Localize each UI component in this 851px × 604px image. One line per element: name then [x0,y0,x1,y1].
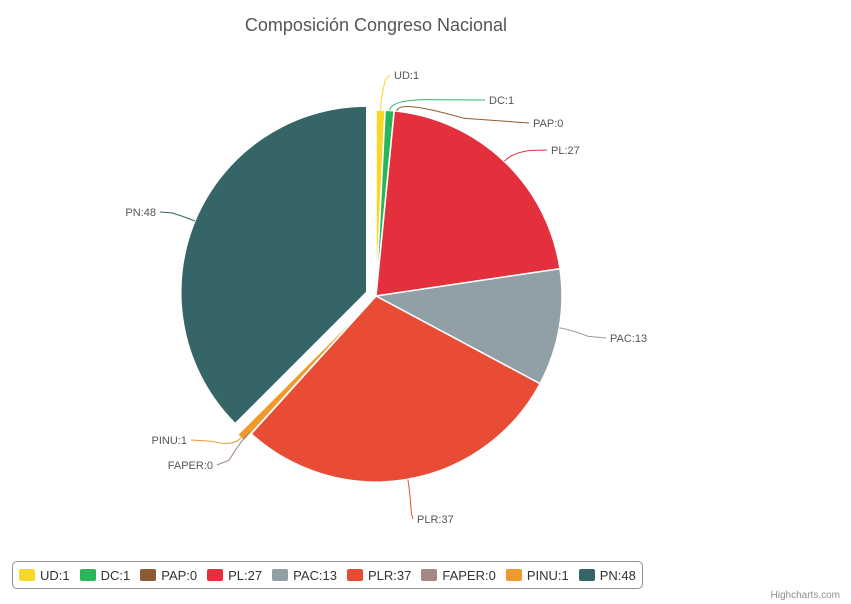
legend-symbol [207,569,224,581]
connector-pac [559,327,607,339]
legend-item-faper[interactable]: FAPER:0 [421,567,496,583]
pie-slices [180,105,563,483]
data-label-faper: FAPER:0 [168,460,213,472]
legend-symbol [505,569,522,581]
connector-ud [380,74,391,111]
connector-pn [159,211,196,222]
legend-label: DC:1 [100,567,131,583]
data-label-pinu: PINU:1 [152,435,187,447]
pie-slice-plr[interactable] [250,295,542,483]
data-label-pn: PN:48 [125,207,156,219]
chart-title: Composición Congreso Nacional [245,15,507,35]
legend-symbol [272,569,289,581]
pie-slice-pl[interactable] [375,110,561,297]
legend-label: PAP:0 [161,567,198,583]
chart-legend: UD:1 DC:1 PAP:0 PL:27 PAC:13 PLR:37 FAPER:0 PIN… [12,561,643,589]
pie-slice-pn[interactable] [180,105,368,425]
legend-symbol [19,569,35,581]
connector-pl [503,149,548,162]
data-labels: UD:1 DC:1 PAP:0 PL:27 PAC:13 PLR:37 FAPER:0 PIN… [125,70,647,526]
data-label-plr: PLR:37 [417,514,454,526]
legend-label: PLR:37 [367,567,412,583]
data-label-ud: UD:1 [394,70,419,82]
pie-slice-pac[interactable] [373,267,563,385]
legend-label: PAC:13 [293,567,337,583]
legend-symbol [79,569,96,581]
data-label-dc: DC:1 [489,95,514,107]
legend-label: FAPER:0 [442,567,496,583]
connector-pap [396,106,530,124]
connector-faper [216,431,250,466]
legend-symbol [421,569,438,581]
connector-plr [407,479,414,520]
legend-label: PL:27 [228,567,263,583]
legend-label: UD:1 [40,567,70,583]
data-label-pl: PL:27 [551,145,580,157]
legend-item-pap[interactable]: PAP:0 [140,568,197,583]
legend-item-pac[interactable]: PAC:13 [272,568,337,583]
legend-item-plr[interactable]: PLR:37 [346,567,412,583]
connector-dc [389,99,486,111]
legend-symbol [578,569,595,581]
legend-item-dc[interactable]: DC:1 [79,567,131,583]
legend-label: PINU:1 [526,567,569,583]
credits-link[interactable]: Highcharts.com [771,590,840,601]
data-label-pac: PAC:13 [610,333,647,345]
connector-pinu [190,437,242,444]
legend-symbol [346,569,363,581]
legend-item-pn[interactable]: PN:48 [578,567,636,583]
legend-label: PN:48 [599,567,636,583]
data-label-pap: PAP:0 [533,118,563,130]
legend-symbol [140,569,157,581]
data-label-connectors [159,74,607,520]
legend-item-pinu[interactable]: PINU:1 [505,567,569,583]
legend-item-pl[interactable]: PL:27 [207,568,262,583]
legend-item-ud[interactable]: UD:1 [19,568,70,583]
